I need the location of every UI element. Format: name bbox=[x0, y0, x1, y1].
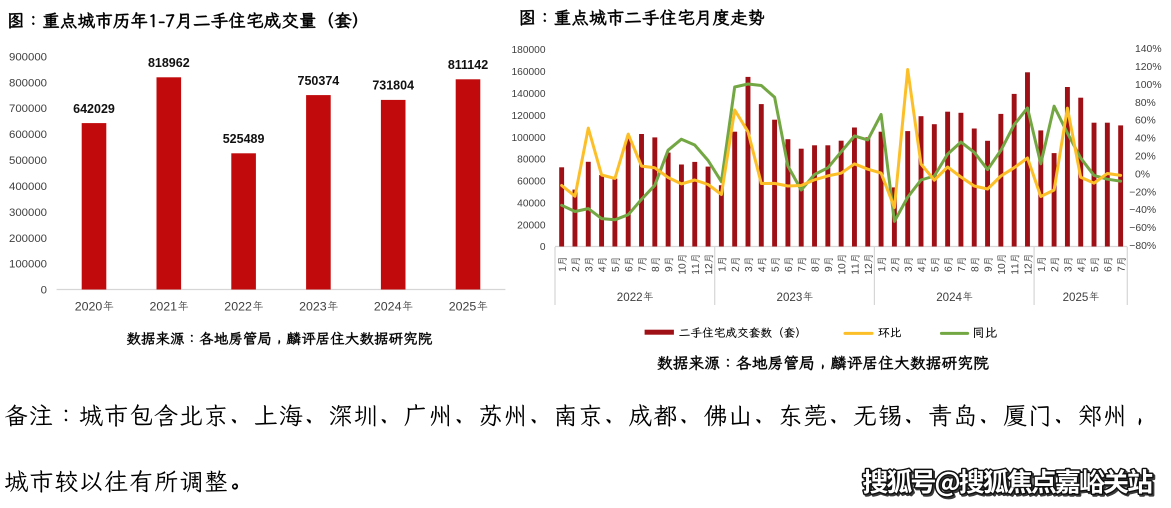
svg-text:20000: 20000 bbox=[517, 220, 546, 231]
svg-text:2020: 2020 bbox=[75, 300, 103, 314]
svg-text:100000: 100000 bbox=[512, 133, 546, 144]
svg-text:818962: 818962 bbox=[148, 56, 190, 70]
svg-text:−80%: −80% bbox=[1129, 241, 1156, 252]
svg-text:140000: 140000 bbox=[512, 89, 546, 100]
svg-text:2022: 2022 bbox=[617, 291, 643, 304]
svg-text:2022: 2022 bbox=[224, 300, 252, 314]
svg-text:900000: 900000 bbox=[9, 51, 47, 63]
svg-text:120000: 120000 bbox=[512, 111, 546, 122]
svg-text:−40%: −40% bbox=[1129, 205, 1156, 216]
svg-text:600000: 600000 bbox=[9, 129, 47, 141]
svg-text:2023: 2023 bbox=[299, 300, 327, 314]
svg-text:800000: 800000 bbox=[9, 77, 47, 89]
svg-text:400000: 400000 bbox=[9, 181, 47, 193]
svg-text:2024: 2024 bbox=[374, 300, 402, 314]
svg-text:300000: 300000 bbox=[9, 207, 47, 219]
svg-text:0%: 0% bbox=[1135, 169, 1150, 180]
svg-text:−20%: −20% bbox=[1129, 187, 1156, 198]
svg-text:20%: 20% bbox=[1135, 152, 1156, 163]
svg-text:100%: 100% bbox=[1135, 80, 1162, 91]
svg-text:40000: 40000 bbox=[517, 198, 546, 209]
svg-text:100000: 100000 bbox=[9, 259, 47, 271]
svg-text:2024: 2024 bbox=[936, 291, 962, 304]
svg-text:180000: 180000 bbox=[512, 45, 546, 56]
svg-text:−60%: −60% bbox=[1129, 223, 1156, 234]
svg-text:200000: 200000 bbox=[9, 233, 47, 245]
svg-text:60%: 60% bbox=[1135, 116, 1156, 127]
svg-text:500000: 500000 bbox=[9, 155, 47, 167]
svg-text:160000: 160000 bbox=[512, 67, 546, 78]
svg-text:80%: 80% bbox=[1135, 98, 1156, 109]
svg-text:811142: 811142 bbox=[448, 58, 488, 72]
svg-text:0: 0 bbox=[540, 242, 546, 253]
svg-text:0: 0 bbox=[41, 285, 47, 297]
svg-text:642029: 642029 bbox=[73, 102, 115, 116]
svg-text:2025: 2025 bbox=[449, 300, 477, 314]
svg-text:40%: 40% bbox=[1135, 134, 1156, 145]
svg-text:120%: 120% bbox=[1135, 62, 1162, 73]
svg-text:2025: 2025 bbox=[1063, 291, 1089, 304]
svg-text:750374: 750374 bbox=[298, 74, 340, 88]
svg-text:2023: 2023 bbox=[777, 291, 803, 304]
svg-text:80000: 80000 bbox=[517, 155, 546, 166]
svg-text:700000: 700000 bbox=[9, 103, 47, 115]
svg-text:731804: 731804 bbox=[372, 79, 414, 93]
svg-text:525489: 525489 bbox=[223, 132, 265, 146]
svg-text:2021: 2021 bbox=[150, 300, 178, 314]
svg-text:140%: 140% bbox=[1135, 44, 1162, 55]
svg-text:60000: 60000 bbox=[517, 177, 546, 188]
